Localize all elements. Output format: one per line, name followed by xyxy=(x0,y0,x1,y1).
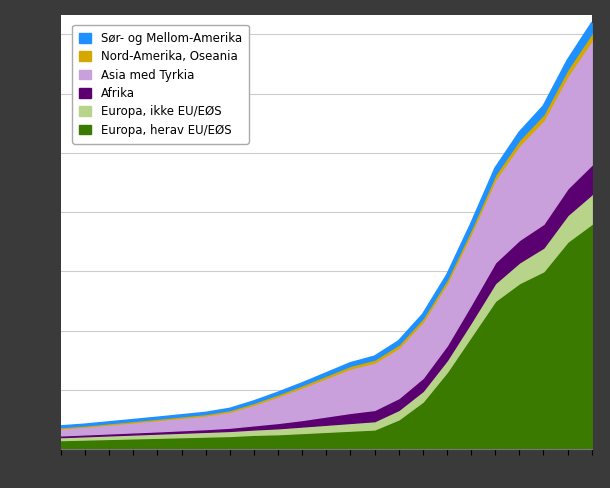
Legend: Sør- og Mellom-Amerika, Nord-Amerika, Oseania, Asia med Tyrkia, Afrika, Europa, : Sør- og Mellom-Amerika, Nord-Amerika, Os… xyxy=(72,25,249,143)
